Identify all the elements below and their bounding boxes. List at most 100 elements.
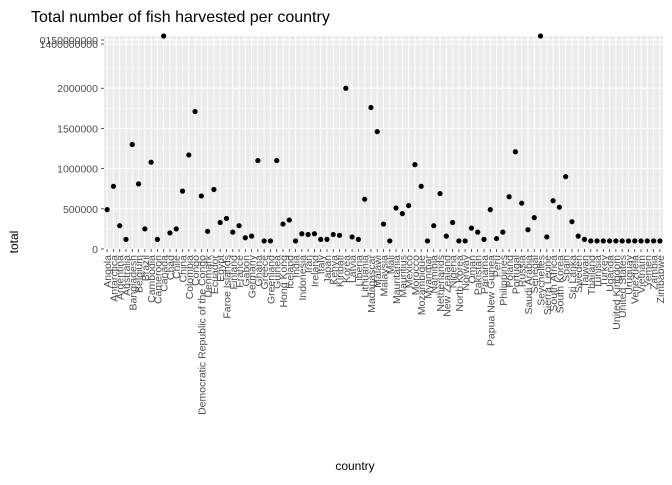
data-point [286, 217, 292, 223]
data-point [123, 236, 129, 242]
data-point [412, 162, 418, 168]
data-point [198, 193, 204, 199]
data-point [368, 104, 374, 111]
data-point [387, 238, 393, 244]
x-tick-label: Tunisia [592, 255, 604, 289]
x-tick-label: Nigeria [448, 255, 460, 288]
x-tick-label: Belgium [134, 255, 146, 293]
data-points [104, 33, 663, 244]
data-point [613, 238, 619, 244]
x-tick-label: Lithuania [360, 255, 372, 298]
x-tick-label: Uganda [605, 255, 617, 292]
x-tick-label: India [291, 255, 303, 278]
data-point [600, 238, 606, 244]
x-tick-label: Australia [121, 255, 133, 296]
data-point [512, 149, 518, 155]
data-point [500, 229, 506, 235]
data-point [575, 233, 581, 239]
data-point [456, 238, 462, 244]
x-tick-label: Senegal [529, 255, 541, 294]
x-tick-label: United States [617, 255, 629, 318]
data-point [481, 236, 487, 242]
chart-title: Total number of fish harvested per count… [31, 9, 330, 26]
x-tick-label: Pakistan [473, 255, 485, 295]
data-point [424, 238, 431, 244]
y-tick-label: 0 [92, 244, 98, 256]
x-tick-label: Seychelles [536, 255, 548, 306]
x-tick-label: Brazil [140, 255, 152, 281]
x-tick-label: Turkey [598, 254, 610, 286]
x-tick-label: Ecuador [209, 254, 221, 294]
x-tick-label: United Kingdom [611, 255, 623, 330]
data-point [487, 207, 493, 213]
y-tick-label: 500000 [63, 204, 98, 216]
x-tick-label: Venezuela [630, 255, 642, 304]
data-point [632, 238, 638, 244]
x-tick-label: Yemen [642, 255, 654, 287]
data-point [443, 233, 449, 239]
data-point [236, 223, 242, 229]
data-point [129, 141, 135, 148]
x-tick-label: Mozambique [416, 255, 428, 315]
x-tick-label: Bangladesh [127, 255, 139, 311]
data-point [217, 219, 223, 226]
x-tick-label: Japan [322, 255, 334, 284]
x-tick-label: Mauritius [397, 255, 409, 298]
x-tick-label: New Zealand [441, 255, 453, 317]
data-point [336, 232, 343, 238]
data-point [569, 219, 575, 225]
x-tick-label: Antarctica [108, 255, 120, 302]
data-point [211, 186, 217, 193]
data-point [117, 223, 123, 229]
x-tick-label: Angola [102, 255, 114, 288]
y-axis-title: total [7, 231, 21, 254]
grid-lines [104, 36, 663, 250]
data-point [462, 238, 468, 244]
data-point [135, 181, 142, 187]
x-tick-label: Peru [492, 255, 504, 277]
data-point [650, 238, 657, 244]
x-tick-label: South Africa [548, 255, 560, 312]
x-tick-label: Congo [190, 255, 202, 286]
x-tick-label: Poland [504, 255, 516, 288]
x-axis: AngolaAntarcticaArgentinaAustraliaBangla… [102, 249, 667, 415]
data-point [531, 215, 537, 221]
data-point [280, 221, 286, 227]
data-point [167, 230, 173, 236]
data-point [393, 205, 399, 211]
data-point [374, 129, 380, 135]
data-point [362, 196, 368, 202]
x-tick-label: Argentina [115, 255, 127, 300]
x-tick-label: Liberia [353, 255, 365, 287]
x-tick-label: Zimbabwe [655, 255, 667, 304]
data-point [261, 238, 267, 244]
y-tick-label: 2000000 [57, 83, 98, 95]
x-tick-label: Greenland [265, 255, 277, 304]
x-tick-label: South Korea [554, 255, 566, 314]
data-point [173, 226, 179, 232]
x-tick-label: Namibia [429, 255, 441, 294]
data-point [267, 238, 274, 244]
x-tick-label: Korea [341, 255, 353, 283]
data-point [186, 152, 192, 158]
x-tick-label: Gabon [240, 255, 252, 287]
x-tick-label: Norway [460, 254, 472, 290]
data-point [205, 228, 211, 234]
x-tick-label: Iceland [284, 255, 296, 289]
x-tick-label: Indonesia [297, 255, 309, 301]
x-tick-label: Hong Kong [278, 255, 290, 308]
data-point [506, 194, 512, 200]
data-point [493, 235, 500, 242]
x-tick-label: Latvia [347, 255, 359, 283]
x-tick-label: Papua New Guinea [485, 255, 497, 346]
x-tick-label: Vietnam [636, 255, 648, 294]
data-point [418, 183, 424, 189]
data-point [223, 215, 230, 222]
x-tick-label: Madagascar [366, 254, 378, 312]
x-tick-label: Saudi Arabia [523, 255, 535, 315]
data-point [330, 231, 336, 238]
data-point [311, 231, 318, 237]
data-point [161, 33, 167, 39]
x-axis-title: country [335, 459, 374, 473]
